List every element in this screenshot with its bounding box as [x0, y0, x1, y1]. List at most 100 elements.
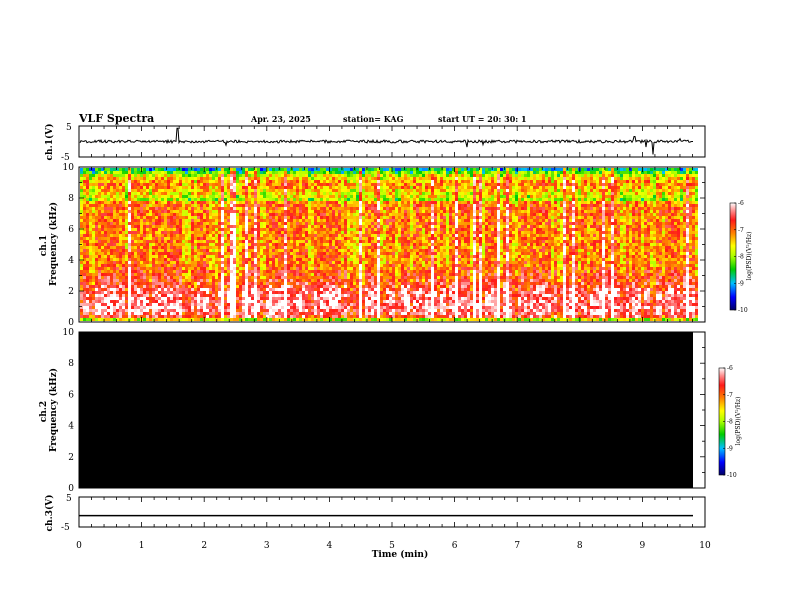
spectrogram-cell	[125, 231, 128, 234]
spectrogram-cell	[254, 255, 257, 258]
spectrogram-cell	[350, 240, 353, 243]
spectrogram-cell	[179, 270, 182, 273]
spectrogram-cell	[182, 216, 185, 219]
spectrogram-cell	[275, 309, 278, 312]
spectrogram-cell	[152, 246, 155, 249]
spectrogram-cell	[86, 228, 89, 231]
spectrogram-cell	[323, 309, 326, 312]
spectrogram-cell	[134, 297, 137, 300]
spectrogram-cell	[329, 246, 332, 249]
spectrogram-cell	[203, 300, 206, 303]
spectrogram-cell	[131, 231, 134, 234]
spectrogram-cell	[284, 258, 287, 261]
spectrogram-cell	[98, 261, 101, 264]
spectrogram-cell	[128, 306, 131, 309]
spectrogram-cell	[359, 189, 362, 192]
spectrogram-cell	[323, 270, 326, 273]
spectrogram-cell	[347, 177, 350, 180]
spectrogram-cell	[200, 171, 203, 174]
spectrogram-cell	[212, 213, 215, 216]
spectrogram-cell	[143, 237, 146, 240]
spectrogram-cell	[242, 183, 245, 186]
spectrogram-cell	[188, 219, 191, 222]
spectrogram-cell	[281, 291, 284, 294]
spectrogram-cell	[341, 222, 344, 225]
spectrogram-cell	[155, 171, 158, 174]
spectrogram-cell	[287, 312, 290, 315]
spectrogram-cell	[134, 210, 137, 213]
spectrogram-cell	[155, 267, 158, 270]
spectrogram-cell	[242, 234, 245, 237]
spectrogram-cell	[338, 201, 341, 204]
spectrogram-cell	[98, 234, 101, 237]
spectrogram-cell	[110, 255, 113, 258]
spectrogram-cell	[83, 198, 86, 201]
spectrogram-cell	[95, 171, 98, 174]
spectrogram-cell	[233, 285, 236, 288]
spectrogram-cell	[284, 225, 287, 228]
spectrogram-cell	[320, 246, 323, 249]
spectrogram-cell	[257, 183, 260, 186]
spectrogram-cell	[302, 183, 305, 186]
spectrogram-cell	[86, 186, 89, 189]
spectrogram-cell	[326, 270, 329, 273]
spectrogram-cell	[203, 192, 206, 195]
spectrogram-cell	[212, 294, 215, 297]
spectrogram-cell	[266, 312, 269, 315]
spectrogram-cell	[119, 222, 122, 225]
spectrogram-cell	[308, 201, 311, 204]
spectrogram-cell	[233, 219, 236, 222]
spectrogram-cell	[197, 186, 200, 189]
spectrogram-cell	[299, 306, 302, 309]
spectrogram-cell	[281, 270, 284, 273]
spectrogram-cell	[107, 204, 110, 207]
spectrogram-cell	[140, 198, 143, 201]
spectrogram-cell	[296, 249, 299, 252]
spectrogram-cell	[251, 240, 254, 243]
spectrogram-cell	[95, 201, 98, 204]
spectrogram-cell	[284, 243, 287, 246]
spectrogram-cell	[194, 291, 197, 294]
spectrogram-cell	[302, 270, 305, 273]
spectrogram-cell	[227, 261, 230, 264]
spectrogram-cell	[131, 240, 134, 243]
spectrogram-cell	[296, 177, 299, 180]
spectrogram-cell	[131, 180, 134, 183]
spectrogram-cell	[137, 252, 140, 255]
spectrogram-cell	[167, 174, 170, 177]
spectrogram-cell	[215, 297, 218, 300]
spectrogram-cell	[293, 177, 296, 180]
spectrogram-cell	[227, 213, 230, 216]
spectrogram-cell	[155, 258, 158, 261]
spectrogram-cell	[80, 240, 83, 243]
spectrogram-cell	[110, 282, 113, 285]
spectrogram-cell	[131, 306, 134, 309]
spectrogram-cell	[311, 219, 314, 222]
spectrogram-cell	[323, 234, 326, 237]
spectrogram-cell	[194, 318, 197, 321]
spectrogram-cell	[200, 186, 203, 189]
spectrogram-cell	[347, 195, 350, 198]
spectrogram-cell	[197, 243, 200, 246]
spectrogram-cell	[98, 168, 101, 171]
spectrogram-cell	[95, 222, 98, 225]
spectrogram-cell	[341, 255, 344, 258]
spectrogram-cell	[320, 213, 323, 216]
spectrogram-cell	[236, 234, 239, 237]
spectrogram-cell	[116, 276, 119, 279]
spectrogram-cell	[182, 189, 185, 192]
spectrogram-cell	[155, 279, 158, 282]
spectrogram-cell	[173, 309, 176, 312]
spectrogram-cell	[122, 189, 125, 192]
spectrogram-cell	[125, 171, 128, 174]
spectrogram-cell	[188, 231, 191, 234]
spectrogram-cell	[167, 294, 170, 297]
spectrogram-cell	[158, 216, 161, 219]
spectrogram-cell	[212, 222, 215, 225]
spectrogram-cell	[131, 291, 134, 294]
spectrogram-cell	[239, 297, 242, 300]
spectrogram-cell	[209, 312, 212, 315]
spectrogram-cell	[275, 213, 278, 216]
spectrogram-cell	[104, 300, 107, 303]
spectrogram-cell	[335, 204, 338, 207]
